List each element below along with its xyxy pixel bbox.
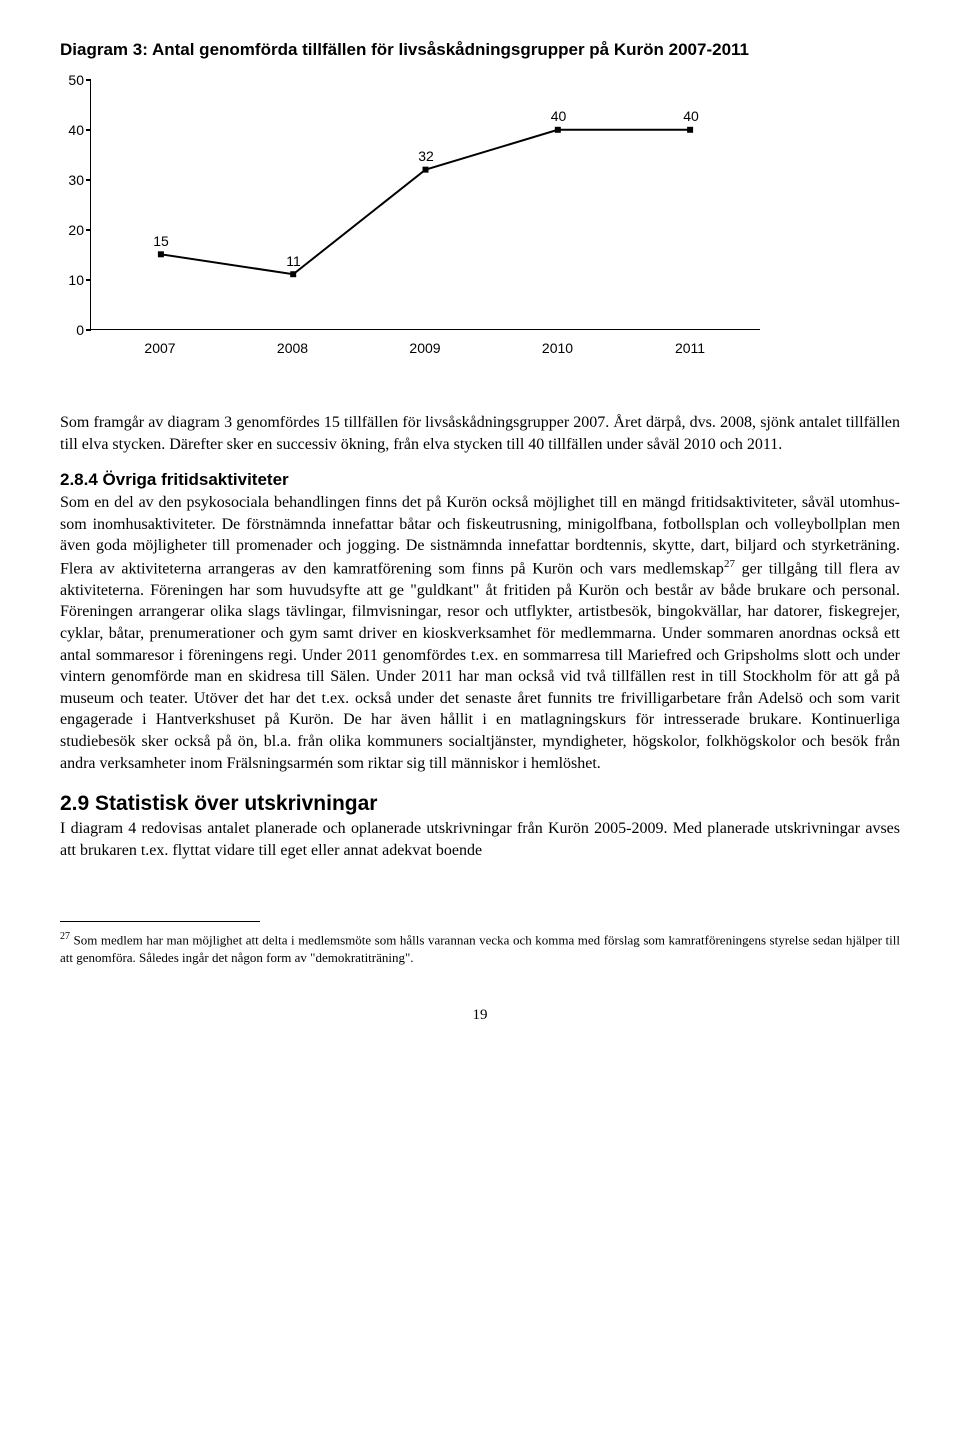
chart-data-label: 40 [683, 108, 699, 124]
footnote-separator [60, 921, 260, 922]
plot-area: 15 11 32 40 40 [90, 80, 760, 330]
chart-title: Diagram 3: Antal genomförda tillfällen f… [60, 40, 900, 60]
y-tick [86, 229, 91, 231]
chart-container: 01020304050 1511324040 20072008200920102… [60, 80, 760, 380]
y-tick-label: 20 [68, 222, 84, 238]
footnote-ref-27: 27 [724, 558, 735, 570]
x-tick-label: 2007 [144, 340, 175, 356]
section-284: 2.8.4 Övriga fritidsaktiviteter Som en d… [60, 469, 900, 774]
y-tick-label: 30 [68, 172, 84, 188]
y-tick [86, 329, 91, 331]
y-tick-label: 40 [68, 122, 84, 138]
footnote-27: 27 Som medlem har man möjlighet att delt… [60, 930, 900, 966]
chart-svg [91, 80, 760, 329]
section-29-heading: 2.9 Statistisk över utskrivningar [60, 792, 900, 816]
y-tick-label: 50 [68, 72, 84, 88]
footnote-num: 27 [60, 931, 70, 942]
chart-marker [423, 167, 429, 173]
footnote-text: Som medlem har man möjlighet att delta i… [60, 933, 900, 966]
chart-data-label: 15 [153, 233, 169, 249]
y-axis: 01020304050 [60, 80, 90, 330]
y-tick-label: 0 [76, 322, 84, 338]
chart-data-label: 11 [286, 253, 301, 269]
x-axis: 2007 2008 2009 2010 2011 [90, 340, 760, 360]
chart-marker [687, 127, 693, 133]
paragraph-intro: Som framgår av diagram 3 genomfördes 15 … [60, 412, 900, 455]
chart-marker [555, 127, 561, 133]
y-tick [86, 179, 91, 181]
y-tick [86, 129, 91, 131]
x-tick-label: 2009 [409, 340, 440, 356]
y-tick [86, 79, 91, 81]
x-tick-label: 2010 [542, 340, 573, 356]
section-284-heading: 2.8.4 Övriga fritidsaktiviteter [60, 470, 289, 489]
y-tick-label: 10 [68, 272, 84, 288]
chart-data-label: 40 [551, 108, 567, 124]
x-tick-label: 2011 [675, 340, 705, 356]
chart-marker [158, 251, 164, 257]
page-number: 19 [60, 1007, 900, 1024]
section-29-body: I diagram 4 redovisas antalet planerade … [60, 818, 900, 861]
x-tick-label: 2008 [277, 340, 308, 356]
chart-data-label: 32 [418, 148, 434, 164]
section-284-body-after: ger tillgång till flera av aktiviteterna… [60, 560, 900, 771]
chart-marker [290, 271, 296, 277]
y-tick [86, 279, 91, 281]
